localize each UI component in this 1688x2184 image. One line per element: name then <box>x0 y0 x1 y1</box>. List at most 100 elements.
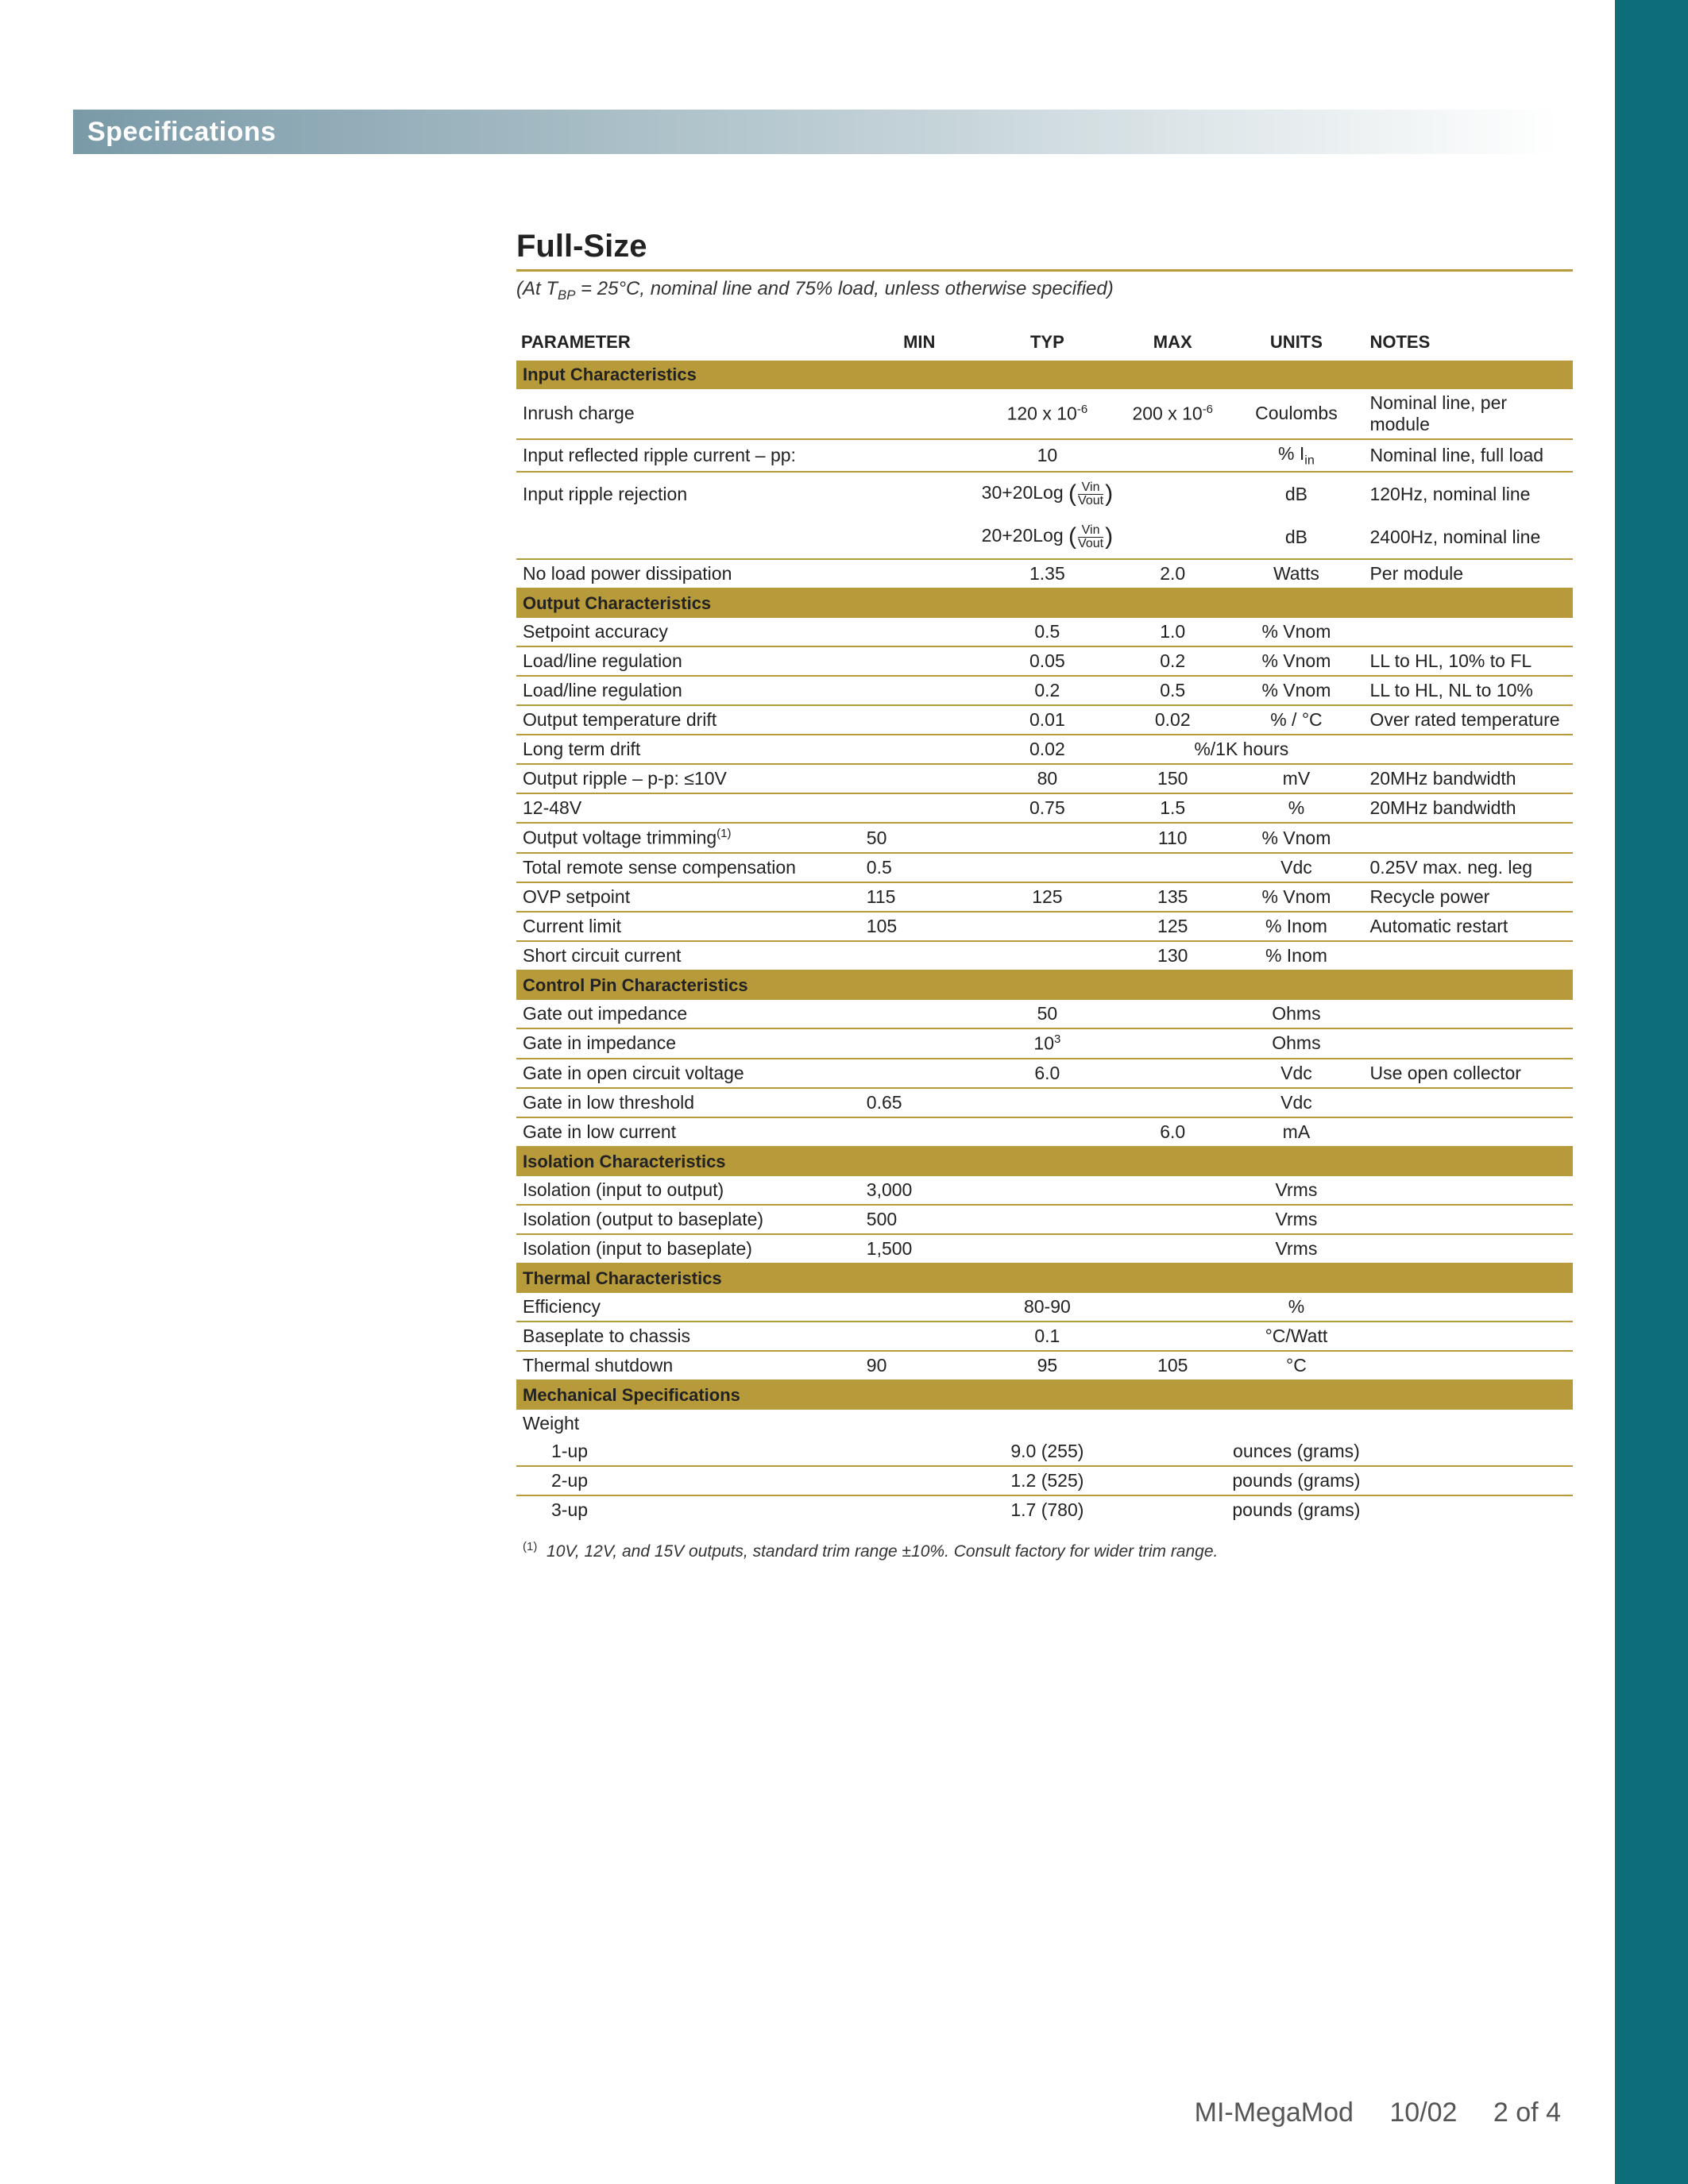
section-row: Output Characteristics <box>516 588 1573 618</box>
cell-notes: Nominal line, per module <box>1365 389 1573 439</box>
cell-parameter: Efficiency <box>516 1293 862 1322</box>
cell-notes <box>1365 1234 1573 1264</box>
table-row: Input ripple rejection30+20Log (VinVout)… <box>516 472 1573 515</box>
cell-parameter: 2-up <box>516 1466 862 1495</box>
section-title-cell: Control Pin Characteristics <box>516 970 1573 1000</box>
cell-max: 2.0 <box>1118 559 1227 588</box>
cell-typ <box>977 1205 1118 1234</box>
table-row: Total remote sense compensation0.5Vdc0.2… <box>516 853 1573 882</box>
cell-units: mA <box>1227 1117 1365 1147</box>
cell-typ <box>977 1410 1118 1437</box>
cell-min <box>862 1059 977 1088</box>
cell-units: % Iin <box>1227 439 1365 473</box>
cell-parameter: Isolation (input to baseplate) <box>516 1234 862 1264</box>
cell-units: % Vnom <box>1227 676 1365 705</box>
cell-parameter: 3-up <box>516 1495 862 1524</box>
cell-max <box>1118 1410 1227 1437</box>
cell-typ: 0.05 <box>977 646 1118 676</box>
subtitle-rest: = 25°C, nominal line and 75% load, unles… <box>575 278 1113 299</box>
cell-typ: 1.7 (780) <box>977 1495 1118 1524</box>
table-row: Input reflected ripple current – pp:10% … <box>516 439 1573 473</box>
cell-max: 110 <box>1118 823 1227 853</box>
cell-notes <box>1365 823 1573 853</box>
cell-notes: Nominal line, full load <box>1365 439 1573 473</box>
cell-max <box>1118 1495 1227 1524</box>
gold-divider <box>516 269 1573 272</box>
cell-units: Coulombs <box>1227 389 1365 439</box>
cell-max <box>1118 1293 1227 1322</box>
cell-max <box>1118 1028 1227 1059</box>
cell-min <box>862 1322 977 1351</box>
cell-parameter: Current limit <box>516 912 862 941</box>
table-row: Short circuit current130% Inom <box>516 941 1573 970</box>
col-max: MAX <box>1118 327 1227 361</box>
header-band: Specifications <box>73 110 1559 154</box>
table-row: Gate out impedance50Ohms <box>516 1000 1573 1028</box>
cell-notes: 20MHz bandwidth <box>1365 764 1573 793</box>
cell-notes: 120Hz, nominal line <box>1365 472 1573 515</box>
cell-max: 105 <box>1118 1351 1227 1380</box>
table-row: 12-48V0.751.5%20MHz bandwidth <box>516 793 1573 823</box>
table-row: Load/line regulation0.050.2% VnomLL to H… <box>516 646 1573 676</box>
cell-parameter: Thermal shutdown <box>516 1351 862 1380</box>
cell-units: Vrms <box>1227 1205 1365 1234</box>
cell-max: 1.0 <box>1118 618 1227 646</box>
section-subtitle: (At TBP = 25°C, nominal line and 75% loa… <box>516 278 1573 303</box>
cell-min <box>862 472 977 515</box>
section-title-cell: Isolation Characteristics <box>516 1147 1573 1176</box>
cell-notes <box>1365 1117 1573 1147</box>
cell-min <box>862 735 977 764</box>
cell-notes <box>1365 1466 1573 1495</box>
table-row: Gate in low threshold0.65Vdc <box>516 1088 1573 1117</box>
table-row: Isolation (output to baseplate)500Vrms <box>516 1205 1573 1234</box>
cell-min <box>862 1410 977 1437</box>
content-area: Full-Size (At TBP = 25°C, nominal line a… <box>516 229 1573 1561</box>
section-row: Mechanical Specifications <box>516 1380 1573 1410</box>
right-teal-bar <box>1615 0 1688 2184</box>
cell-parameter: Gate in low threshold <box>516 1088 862 1117</box>
cell-typ <box>977 1088 1118 1117</box>
cell-typ <box>977 1176 1118 1205</box>
cell-min <box>862 1437 977 1466</box>
cell-units: % <box>1227 1293 1365 1322</box>
table-row: Output temperature drift0.010.02% / °COv… <box>516 705 1573 735</box>
cell-max <box>1118 1466 1227 1495</box>
cell-notes: LL to HL, NL to 10% <box>1365 676 1573 705</box>
table-row: 2-up1.2 (525)pounds (grams) <box>516 1466 1573 1495</box>
cell-units: % / °C <box>1227 705 1365 735</box>
cell-max: 150 <box>1118 764 1227 793</box>
footer-date: 10/02 <box>1389 2097 1457 2128</box>
cell-notes <box>1365 941 1573 970</box>
section-row: Isolation Characteristics <box>516 1147 1573 1176</box>
cell-parameter: Long term drift <box>516 735 862 764</box>
cell-notes: Use open collector <box>1365 1059 1573 1088</box>
footer-doc: MI-MegaMod <box>1195 2097 1354 2128</box>
spec-table: PARAMETER MIN TYP MAX UNITS NOTES Input … <box>516 327 1573 1524</box>
cell-max: 0.02 <box>1118 705 1227 735</box>
table-row: 3-up 1.7 (780) pounds (grams) <box>516 1495 1573 1524</box>
section-title-cell: Mechanical Specifications <box>516 1380 1573 1410</box>
footnote: (1) 10V, 12V, and 15V outputs, standard … <box>516 1540 1573 1561</box>
cell-max: 130 <box>1118 941 1227 970</box>
cell-parameter: Output temperature drift <box>516 705 862 735</box>
cell-min <box>862 439 977 473</box>
cell-units <box>1227 1410 1365 1437</box>
cell-max <box>1118 1176 1227 1205</box>
col-typ: TYP <box>977 327 1118 361</box>
cell-typ: 120 x 10-6 <box>977 389 1118 439</box>
cell-notes: 0.25V max. neg. leg <box>1365 853 1573 882</box>
cell-min <box>862 1495 977 1524</box>
table-row: Setpoint accuracy0.51.0% Vnom <box>516 618 1573 646</box>
cell-max <box>1118 853 1227 882</box>
cell-parameter: Isolation (input to output) <box>516 1176 862 1205</box>
cell-typ <box>977 823 1118 853</box>
cell-min <box>862 1466 977 1495</box>
cell-min <box>862 559 977 588</box>
cell-units: % Inom <box>1227 912 1365 941</box>
section-row: Input Characteristics <box>516 361 1573 389</box>
cell-min: 90 <box>862 1351 977 1380</box>
cell-max <box>1118 1437 1227 1466</box>
cell-notes: Automatic restart <box>1365 912 1573 941</box>
cell-units: pounds (grams) <box>1227 1495 1365 1524</box>
cell-units: Vrms <box>1227 1234 1365 1264</box>
